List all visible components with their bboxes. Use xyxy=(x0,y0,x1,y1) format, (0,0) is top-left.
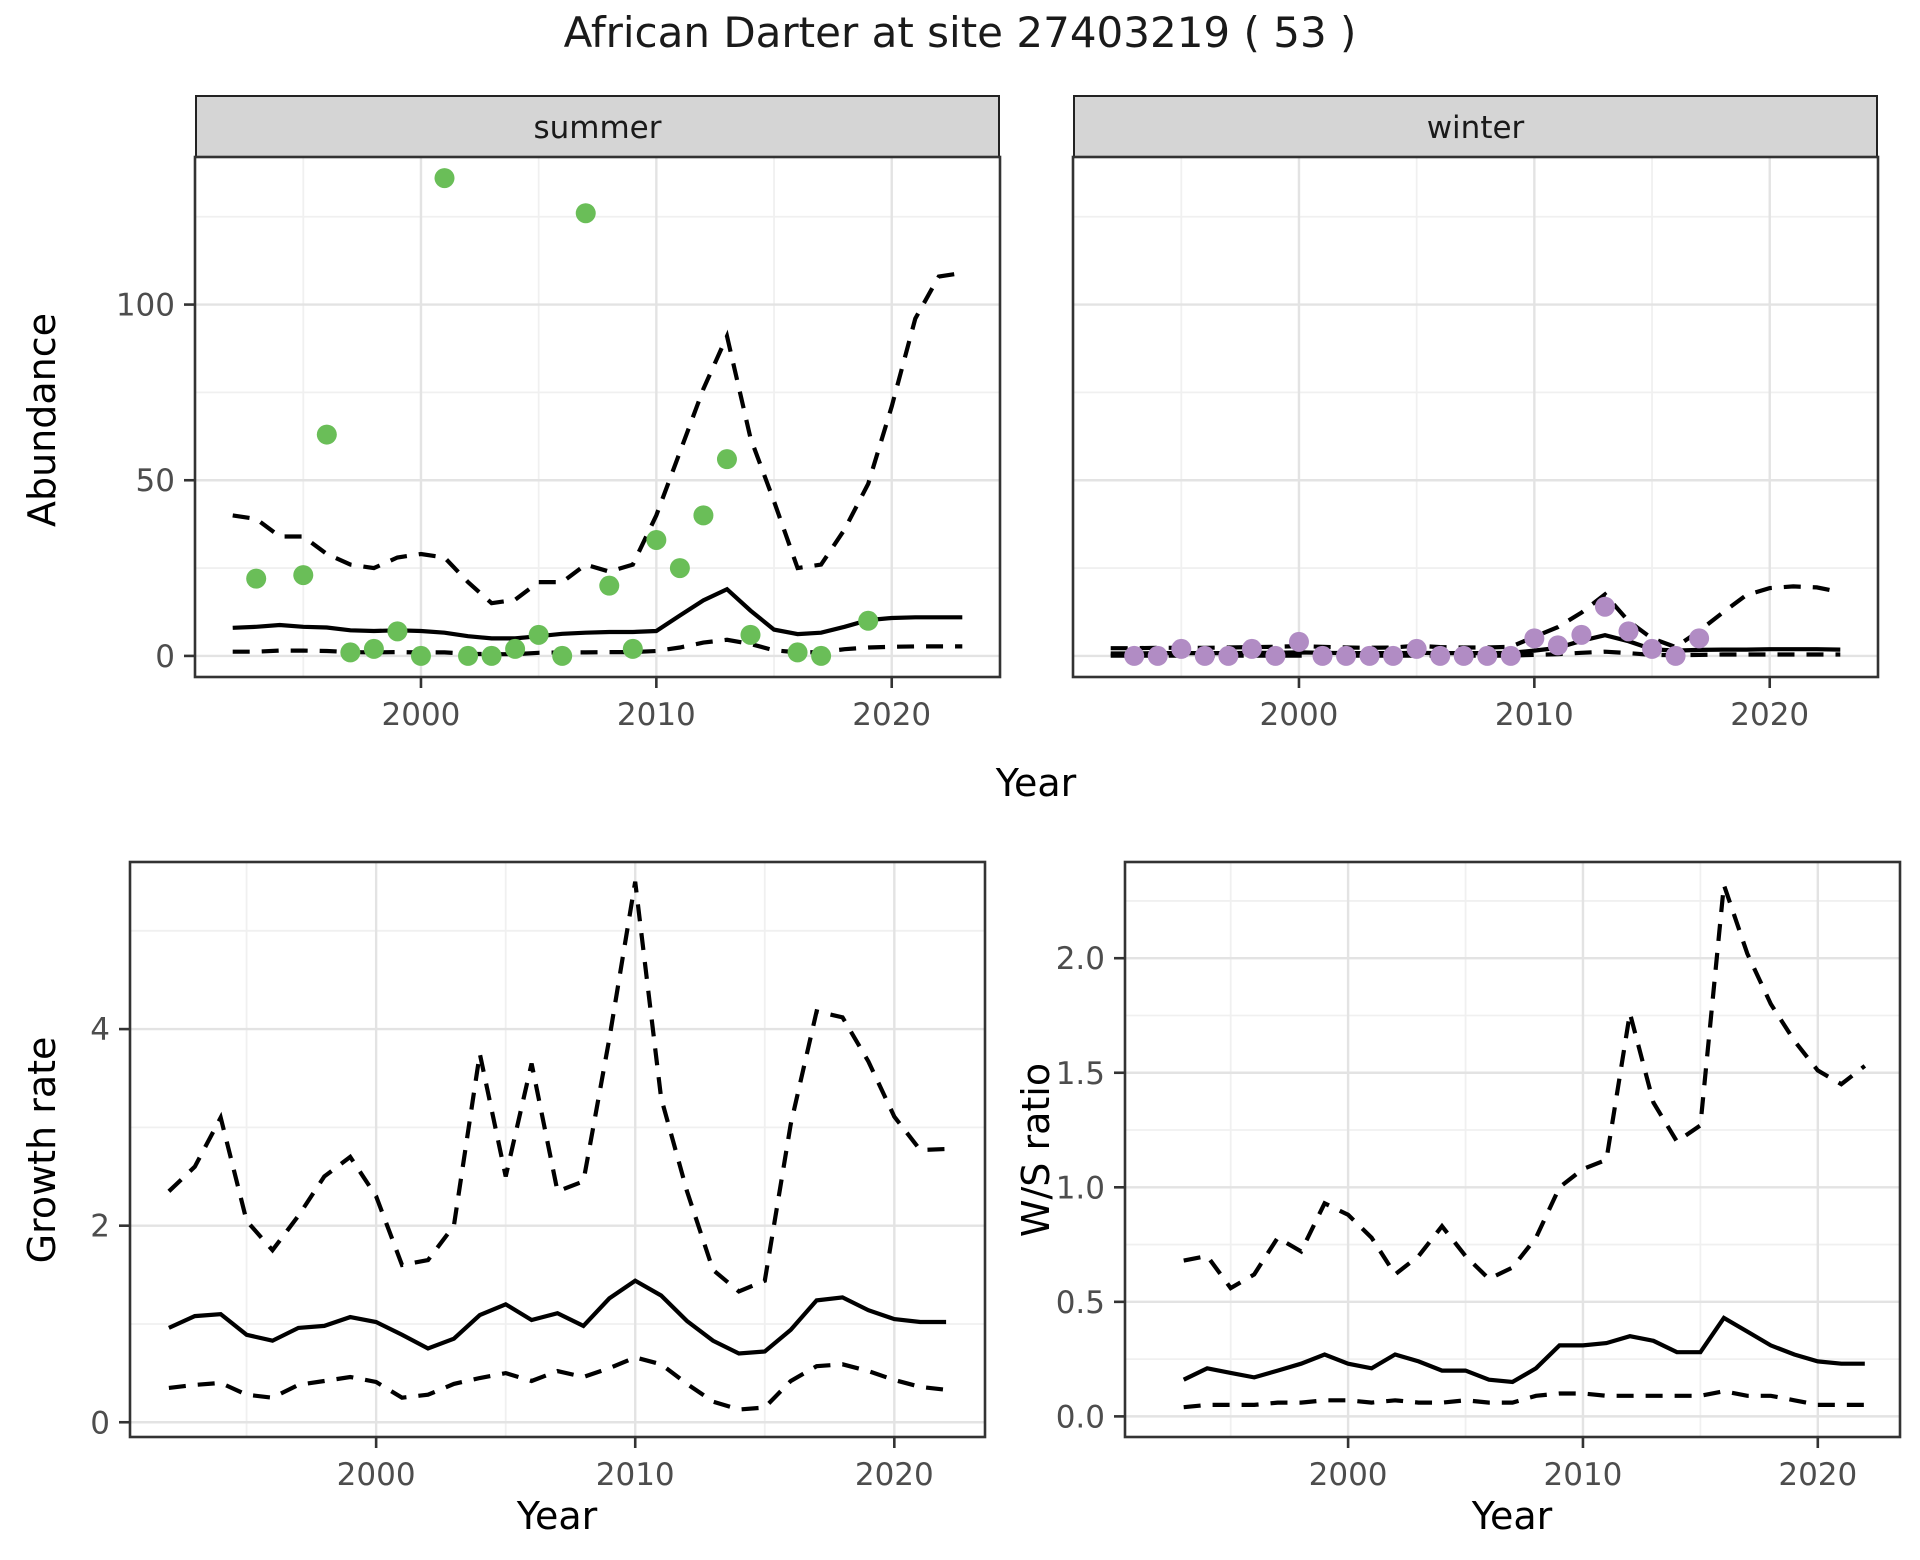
svg-text:0.5: 0.5 xyxy=(1056,1285,1105,1321)
svg-text:2020: 2020 xyxy=(855,1457,934,1493)
svg-text:50: 50 xyxy=(136,463,175,499)
svg-text:2010: 2010 xyxy=(1495,697,1574,733)
svg-text:2010: 2010 xyxy=(596,1457,675,1493)
svg-text:2000: 2000 xyxy=(1260,697,1339,733)
svg-text:2020: 2020 xyxy=(1730,697,1809,733)
svg-text:100: 100 xyxy=(116,288,175,324)
facet-strip-winter-label: winter xyxy=(1426,110,1525,146)
facet-strip-winter: winter xyxy=(1073,95,1878,161)
svg-text:4: 4 xyxy=(90,1012,110,1048)
svg-text:2: 2 xyxy=(90,1209,110,1245)
year-axis-title-top: Year xyxy=(995,761,1077,805)
svg-text:2000: 2000 xyxy=(382,697,461,733)
svg-text:2010: 2010 xyxy=(617,697,696,733)
year-axis-title-bottom-right: Year xyxy=(1471,1494,1553,1538)
svg-text:2010: 2010 xyxy=(1544,1457,1623,1493)
growth-rate-axis-title: Growth rate xyxy=(20,1036,64,1264)
svg-text:2020: 2020 xyxy=(1778,1457,1857,1493)
abundance-axis-title: Abundance xyxy=(20,312,64,528)
svg-text:2020: 2020 xyxy=(852,697,931,733)
svg-text:0: 0 xyxy=(90,1405,110,1441)
chart-title: African Darter at site 27403219 ( 53 ) xyxy=(563,8,1357,57)
svg-text:2000: 2000 xyxy=(1309,1457,1388,1493)
svg-text:2.0: 2.0 xyxy=(1056,941,1105,977)
facet-strip-summer-label: summer xyxy=(533,110,662,146)
ws-ratio-axis-title: W/S ratio xyxy=(1014,1062,1058,1238)
svg-text:2000: 2000 xyxy=(337,1457,416,1493)
svg-text:1.5: 1.5 xyxy=(1056,1056,1105,1092)
year-axis-title-bottom-left: Year xyxy=(516,1494,598,1538)
svg-text:0: 0 xyxy=(155,639,175,675)
facet-strip-summer: summer xyxy=(195,95,1000,161)
svg-text:0.0: 0.0 xyxy=(1056,1399,1105,1435)
svg-text:1.0: 1.0 xyxy=(1056,1170,1105,1206)
